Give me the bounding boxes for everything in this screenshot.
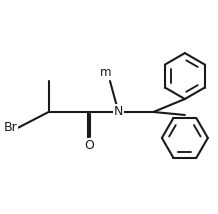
Text: Br: Br (4, 122, 18, 134)
Text: O: O (85, 139, 94, 152)
Text: N: N (114, 106, 123, 119)
Text: m: m (100, 66, 112, 79)
